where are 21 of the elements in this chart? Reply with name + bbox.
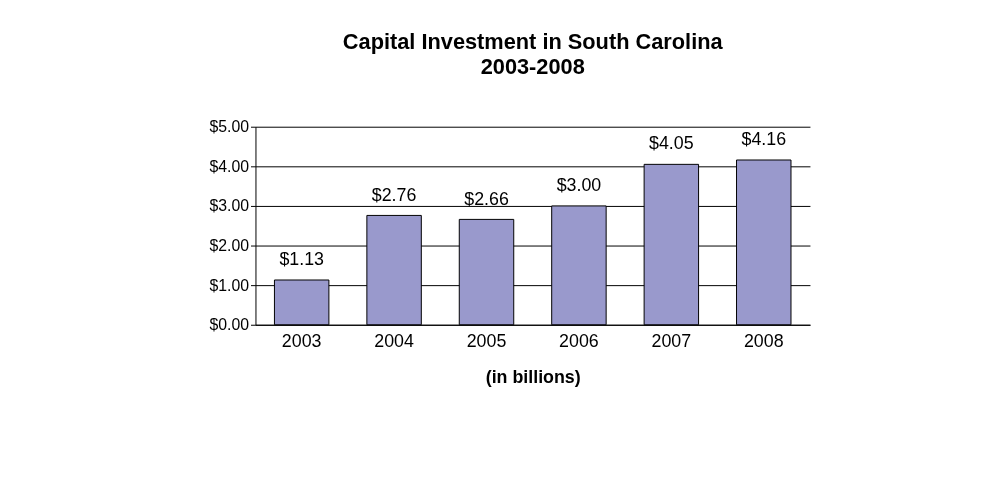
y-tick-label: $3.00 xyxy=(209,197,250,215)
x-tick-label: 2003 xyxy=(281,331,322,352)
data-label: $1.13 xyxy=(279,249,325,270)
x-tick-label: 2008 xyxy=(743,331,784,352)
x-tick-label: 2005 xyxy=(466,331,507,352)
x-axis-title: (in billions) xyxy=(485,366,581,387)
y-tick-label: $2.00 xyxy=(209,236,250,254)
chart-subtitle: 2003-2008 xyxy=(480,54,585,80)
y-tick-label: $1.00 xyxy=(209,276,250,294)
x-tick-label: 2004 xyxy=(374,331,414,352)
data-label: $4.05 xyxy=(649,133,694,154)
x-tick-label: 2007 xyxy=(651,331,692,352)
data-label: $2.66 xyxy=(464,188,509,209)
data-label: $4.16 xyxy=(741,129,787,150)
y-tick-label: $5.00 xyxy=(209,118,250,136)
y-tick-label: $0.00 xyxy=(209,316,250,334)
x-tick-label: 2006 xyxy=(559,331,599,352)
data-label: $3.00 xyxy=(556,175,602,196)
y-tick-label: $4.00 xyxy=(209,157,250,175)
chart-title: Capital Investment in South Carolina xyxy=(342,29,724,55)
data-label: $2.76 xyxy=(371,184,417,205)
